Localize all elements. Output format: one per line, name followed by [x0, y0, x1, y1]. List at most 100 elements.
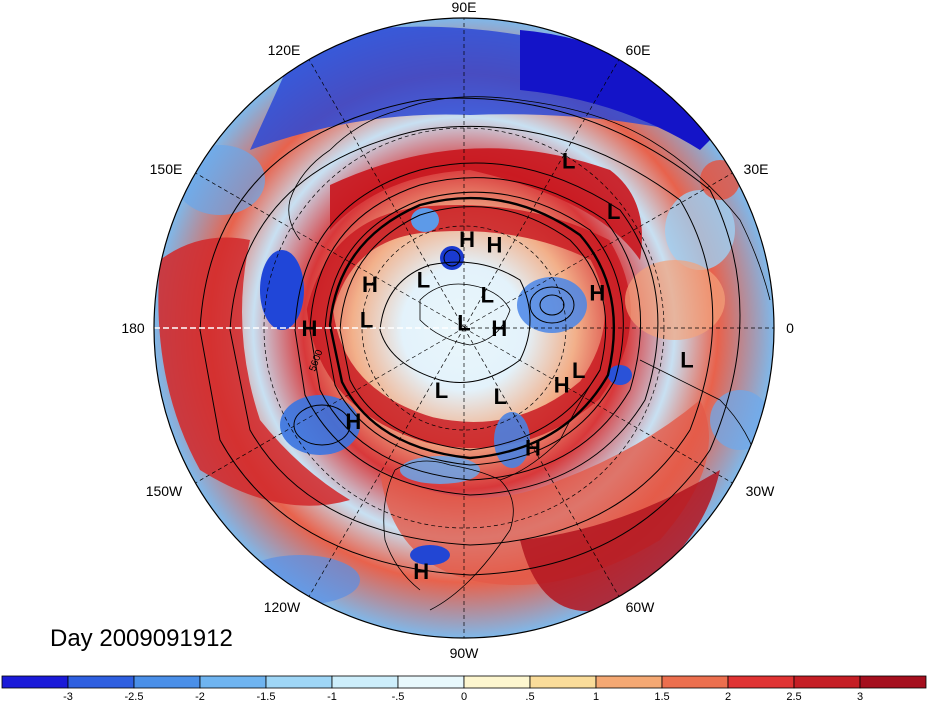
high-pressure-marker: H	[589, 280, 605, 305]
colorbar-tick-label: 0	[461, 691, 467, 702]
height-contour	[229, 125, 714, 546]
colorbar-tick-label: 2	[725, 691, 731, 702]
low-pressure-marker: L	[494, 384, 507, 409]
height-contours-bold	[328, 196, 616, 460]
low-pressure-marker: L	[435, 378, 448, 403]
meridian	[463, 327, 733, 484]
height-contour	[293, 404, 351, 446]
height-contour	[328, 196, 616, 460]
positive-anomaly-region	[520, 470, 720, 612]
longitude-label: 150E	[150, 161, 183, 177]
high-pressure-marker: H	[525, 436, 541, 461]
coastline	[329, 96, 651, 151]
colorbar-swatch	[1, 675, 69, 689]
meridian	[463, 172, 733, 329]
negative-anomaly-region	[710, 390, 770, 450]
colorbar-tick-label: -2	[195, 691, 205, 702]
colorbar-swatch	[67, 675, 135, 689]
low-pressure-marker: L	[360, 308, 373, 333]
colorbar-swatch	[199, 675, 267, 689]
negative-anomaly-region	[608, 365, 632, 385]
negative-anomaly-region	[240, 555, 360, 605]
meridian	[195, 327, 465, 484]
colorbar-swatch	[397, 675, 465, 689]
colorbar-swatch	[727, 675, 795, 689]
coastline	[419, 283, 511, 346]
longitude-label: 0	[786, 320, 794, 336]
high-pressure-marker: H	[491, 316, 507, 341]
longitude-labels: 90E 60E 30E 0 30W 60W 90W 120W 150W 180 …	[121, 0, 794, 661]
low-pressure-marker: L	[562, 149, 575, 174]
low-pressure-marker: L	[417, 268, 430, 293]
colorbar-tick-label: -.5	[392, 691, 405, 702]
figure-title: Day 2009091912	[50, 625, 233, 652]
longitude-label: 60E	[626, 42, 651, 58]
coastlines	[288, 96, 771, 611]
height-contour	[324, 191, 624, 466]
colorbar-tick-label: -1	[327, 691, 337, 702]
coastline	[288, 149, 331, 241]
colorbar-swatch	[331, 675, 399, 689]
coastline	[649, 139, 771, 301]
colorbar-swatch	[529, 675, 597, 689]
meridian	[308, 59, 465, 329]
longitude-label: 150W	[146, 483, 183, 499]
negative-anomaly-region	[665, 190, 735, 270]
longitude-label: 30E	[744, 161, 769, 177]
high-pressure-marker: H	[345, 409, 361, 434]
high-pressure-marker: H	[459, 227, 475, 252]
high-pressure-marker: H	[554, 372, 570, 397]
colorbar-tick-label: -3	[63, 691, 73, 702]
meridian	[308, 327, 465, 597]
low-pressure-marker: L	[457, 311, 470, 336]
coastline	[383, 469, 421, 591]
positive-anomaly-ring	[306, 205, 631, 448]
height-contour	[199, 97, 741, 576]
height-contours	[199, 97, 741, 576]
longitude-label: 120W	[264, 599, 301, 615]
height-contour	[294, 162, 659, 496]
negative-anomaly-region	[410, 545, 450, 565]
positive-anomaly-region	[158, 237, 350, 506]
colorbar-swatch	[661, 675, 729, 689]
longitude-label: 90W	[450, 645, 480, 661]
positive-anomaly-region	[625, 260, 725, 340]
height-contour	[309, 177, 642, 481]
colorbar-tick-label: 1	[593, 691, 599, 702]
colorbar-swatch	[133, 675, 201, 689]
positive-anomaly-region	[330, 148, 642, 260]
negative-anomaly-region	[260, 250, 304, 330]
meridian	[463, 327, 620, 597]
colorbar-swatch	[793, 675, 861, 689]
graticule	[195, 18, 774, 638]
negative-anomaly-region	[517, 277, 587, 333]
longitude-label: 180	[121, 320, 145, 336]
height-contour	[539, 294, 565, 316]
meridian	[463, 59, 620, 329]
high-pressure-marker: H	[486, 233, 502, 258]
colorbar-swatch	[595, 675, 663, 689]
meridian	[195, 172, 465, 329]
colorbar-swatch	[859, 675, 927, 689]
coastline	[394, 460, 514, 611]
longitude-label: 60W	[626, 599, 656, 615]
colorbar-swatch	[463, 675, 531, 689]
low-pressure-marker: L	[680, 347, 693, 372]
low-pressure-marker: L	[607, 199, 620, 224]
longitude-label: 120E	[268, 42, 301, 58]
map-border	[153, 17, 775, 639]
low-pressure-marker: L	[481, 283, 494, 308]
height-contour	[529, 286, 575, 324]
negative-anomaly-region	[400, 456, 480, 484]
height-contour	[339, 206, 607, 451]
longitude-label: 30W	[746, 483, 776, 499]
high-pressure-marker: H	[413, 559, 429, 584]
colorbar-tick-label: .5	[525, 691, 534, 702]
negative-anomaly-region	[175, 145, 265, 215]
colorbar-swatch	[265, 675, 333, 689]
negative-anomaly-region	[520, 30, 720, 150]
